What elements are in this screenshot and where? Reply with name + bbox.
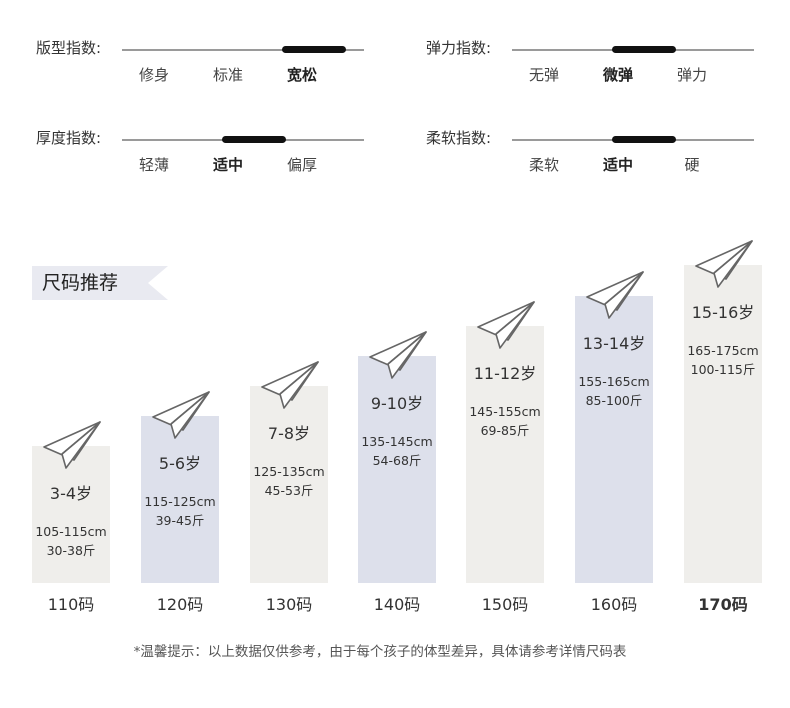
size-recommend-banner: 尺码推荐 xyxy=(32,266,168,300)
weight-range: 85-100斤 xyxy=(585,393,643,408)
height-range: 135-145cm xyxy=(361,434,433,449)
height-range: 115-125cm xyxy=(144,494,216,509)
size-label: 150码 xyxy=(481,595,529,614)
size-label: 110码 xyxy=(47,595,95,614)
weight-range: 54-68斤 xyxy=(372,453,422,468)
index-option: 无弹 xyxy=(528,66,559,84)
weight-range: 45-53斤 xyxy=(264,483,314,498)
height-weight: 115-125cm 39-45斤 xyxy=(133,492,227,530)
age-label: 3-4岁 xyxy=(49,484,93,503)
size-column: 15-16岁 165-175cm 100-115斤 170码 xyxy=(684,0,762,708)
height-weight: 135-145cm 54-68斤 xyxy=(350,432,444,470)
height-range: 125-135cm xyxy=(253,464,325,479)
paper-plane-icon xyxy=(695,240,753,288)
footnote: *温馨提示：以上数据仅供参考，由于每个孩子的体型差异，具体请参考详情尺码表 xyxy=(133,644,627,660)
paper-plane-icon xyxy=(586,271,644,319)
weight-range: 30-38斤 xyxy=(46,543,96,558)
size-column: 13-14岁 155-165cm 85-100斤 160码 xyxy=(575,0,653,708)
height-weight: 155-165cm 85-100斤 xyxy=(567,372,661,410)
size-column: 7-8岁 125-135cm 45-53斤 130码 xyxy=(250,0,328,708)
size-bar xyxy=(250,386,328,583)
size-bar xyxy=(141,416,219,583)
size-label: 140码 xyxy=(373,595,421,614)
size-column: 9-10岁 135-145cm 54-68斤 140码 xyxy=(358,0,436,708)
weight-range: 39-45斤 xyxy=(155,513,205,528)
index-option: 硬 xyxy=(684,156,700,174)
height-range: 145-155cm xyxy=(469,404,541,419)
height-range: 105-115cm xyxy=(35,524,107,539)
size-label: 120码 xyxy=(156,595,204,614)
index-option: 修身 xyxy=(138,66,169,84)
index-track xyxy=(512,136,754,143)
age-label: 15-16岁 xyxy=(691,303,755,322)
index-row: 厚度指数: 轻薄 适中 偏厚 xyxy=(36,128,396,188)
index-option: 宽松 xyxy=(286,66,317,84)
height-weight: 165-175cm 100-115斤 xyxy=(676,341,770,379)
index-marker xyxy=(222,136,286,143)
size-label: 160码 xyxy=(590,595,638,614)
height-range: 165-175cm xyxy=(687,343,759,358)
index-label: 弹力指数: xyxy=(426,39,492,57)
height-weight: 145-155cm 69-85斤 xyxy=(458,402,552,440)
index-option: 轻薄 xyxy=(138,156,169,174)
age-label: 11-12岁 xyxy=(473,364,537,383)
index-track xyxy=(122,136,364,143)
index-row: 柔软指数: 柔软 适中 硬 xyxy=(426,128,786,188)
height-range: 155-165cm xyxy=(578,374,650,389)
size-column: 3-4岁 105-115cm 30-38斤 110码 xyxy=(32,0,110,708)
size-bar xyxy=(575,296,653,583)
paper-plane-icon xyxy=(261,361,319,409)
paper-plane-icon xyxy=(477,301,535,349)
index-option: 适中 xyxy=(602,156,633,174)
size-column: 5-6岁 115-125cm 39-45斤 120码 xyxy=(141,0,219,708)
weight-range: 100-115斤 xyxy=(690,362,756,377)
index-option: 偏厚 xyxy=(286,156,317,174)
size-label: 130码 xyxy=(265,595,313,614)
age-label: 9-10岁 xyxy=(370,394,424,413)
age-label: 7-8岁 xyxy=(267,424,311,443)
index-label: 厚度指数: xyxy=(36,129,102,147)
index-label: 柔软指数: xyxy=(426,129,492,147)
index-marker xyxy=(282,46,346,53)
size-column: 11-12岁 145-155cm 69-85斤 150码 xyxy=(466,0,544,708)
size-label: 170码 xyxy=(698,595,748,614)
size-bar xyxy=(358,356,436,583)
index-option: 弹力 xyxy=(676,66,707,84)
banner-title: 尺码推荐 xyxy=(42,272,119,294)
index-row: 版型指数: 修身 标准 宽松 xyxy=(36,38,396,98)
index-option: 柔软 xyxy=(528,156,559,174)
height-weight: 125-135cm 45-53斤 xyxy=(242,462,336,500)
age-label: 5-6岁 xyxy=(158,454,202,473)
index-option: 标准 xyxy=(212,66,243,84)
index-track xyxy=(512,46,754,53)
index-marker xyxy=(612,136,676,143)
index-track xyxy=(122,46,364,53)
size-bar xyxy=(466,326,544,583)
banner-shape xyxy=(32,266,168,300)
paper-plane-icon xyxy=(369,331,427,379)
index-label: 版型指数: xyxy=(36,39,102,57)
paper-plane-icon xyxy=(152,391,210,439)
index-marker xyxy=(612,46,676,53)
index-option: 微弹 xyxy=(602,66,633,84)
age-label: 13-14岁 xyxy=(582,334,646,353)
paper-plane-icon xyxy=(43,421,101,469)
size-bar xyxy=(684,265,762,583)
index-row: 弹力指数: 无弹 微弹 弹力 xyxy=(426,38,786,98)
index-option: 适中 xyxy=(212,156,243,174)
height-weight: 105-115cm 30-38斤 xyxy=(24,522,118,560)
size-bar xyxy=(32,446,110,583)
weight-range: 69-85斤 xyxy=(480,423,530,438)
